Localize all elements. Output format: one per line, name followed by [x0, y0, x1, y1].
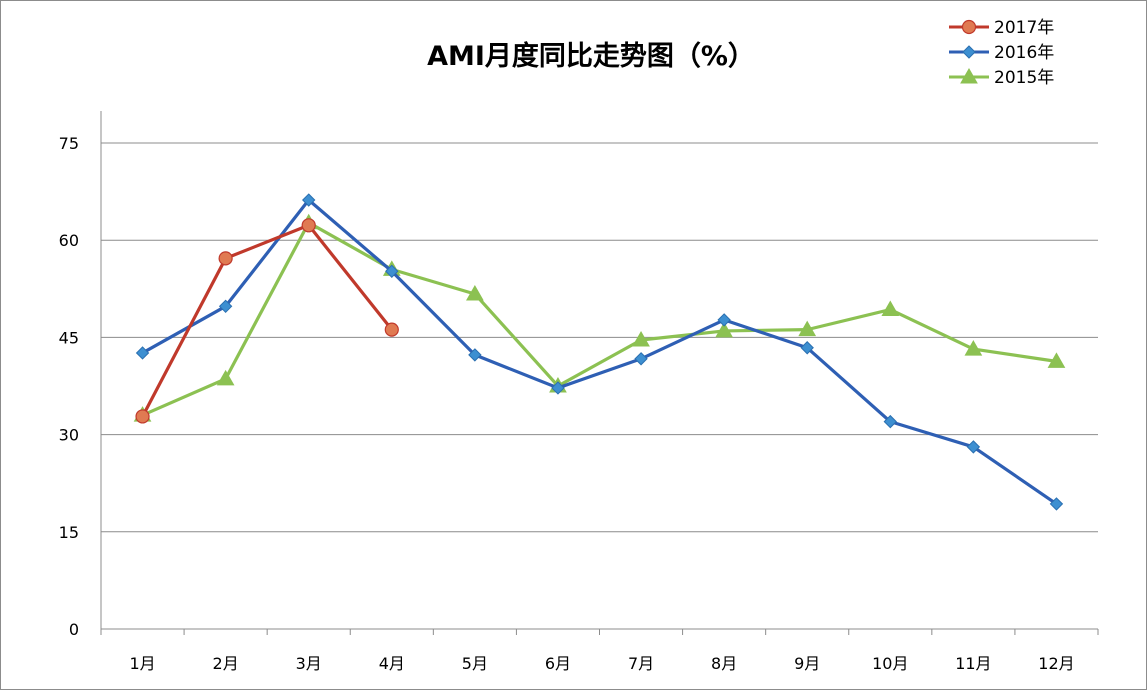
y-tick-label-1: 15 — [59, 523, 79, 542]
y-tick-label-5: 75 — [59, 134, 79, 153]
data-point-1-10 — [966, 440, 981, 454]
data-point-0-2 — [301, 218, 316, 233]
x-tick-label-4: 5月 — [462, 654, 488, 673]
data-point-0-1 — [218, 251, 233, 266]
data-point-0-0 — [135, 409, 150, 424]
x-tick-label-10: 11月 — [955, 654, 991, 673]
series-line-0 — [141, 223, 394, 418]
data-point-1-11 — [1049, 497, 1064, 511]
data-point-1-0 — [135, 346, 150, 360]
x-tick-label-1: 2月 — [213, 654, 239, 673]
legend-marker-0 — [961, 19, 977, 35]
data-point-2-4 — [466, 284, 484, 301]
x-tick-label-9: 10月 — [872, 654, 908, 673]
data-point-2-9 — [881, 300, 900, 317]
series-1 — [135, 193, 1064, 511]
data-point-1-9 — [883, 414, 897, 429]
data-point-2-6 — [632, 330, 650, 347]
x-tick-label-11: 12月 — [1038, 654, 1074, 673]
legend-marker-1 — [962, 45, 976, 59]
series-line-2 — [141, 221, 1057, 417]
data-point-1-4 — [468, 348, 482, 362]
y-tick-label-2: 30 — [59, 426, 79, 445]
data-point-1-6 — [634, 352, 648, 366]
y-tick-label-3: 45 — [59, 328, 79, 347]
data-point-1-5 — [551, 381, 565, 395]
tick-labels: 0 15 30 45 60 75 1月 2月 3月 4月 5月 6月 7月 8月 9月 10月 11月 12月 — [59, 134, 1075, 673]
data-point-2-8 — [798, 320, 817, 337]
chart-title: AMI月度同比走势图（%） — [427, 40, 755, 72]
data-point-2-10 — [964, 340, 983, 356]
x-tick-label-6: 7月 — [628, 654, 654, 673]
data-point-1-1 — [218, 299, 233, 314]
x-tick-label-3: 4月 — [379, 654, 405, 673]
data-point-2-7 — [715, 321, 733, 338]
legend-label-1: 2016年 — [994, 43, 1054, 63]
axes — [100, 111, 1099, 635]
legend-marker-2 — [960, 67, 978, 84]
data-point-1-7 — [717, 313, 731, 327]
data-point-1-8 — [800, 341, 814, 355]
legend: 2017年 2016年 2015年 — [949, 18, 1054, 88]
data-point-0-3 — [384, 322, 399, 337]
legend-label-2: 2015年 — [994, 68, 1054, 88]
y-tick-label-0: 0 — [69, 620, 79, 639]
series-group — [133, 193, 1066, 511]
data-point-2-11 — [1047, 352, 1066, 368]
x-tick-label-8: 9月 — [794, 654, 820, 673]
y-tick-label-4: 60 — [59, 231, 79, 250]
data-point-1-2 — [302, 193, 316, 207]
series-line-1 — [141, 198, 1058, 506]
series-0 — [135, 218, 399, 424]
data-point-2-1 — [216, 369, 235, 386]
x-tick-label-5: 6月 — [545, 654, 571, 673]
x-tick-label-0: 1月 — [129, 654, 155, 673]
data-point-1-3 — [385, 264, 399, 279]
x-tick-label-7: 8月 — [711, 654, 737, 673]
x-tick-label-2: 3月 — [296, 654, 322, 673]
legend-label-0: 2017年 — [994, 18, 1054, 38]
